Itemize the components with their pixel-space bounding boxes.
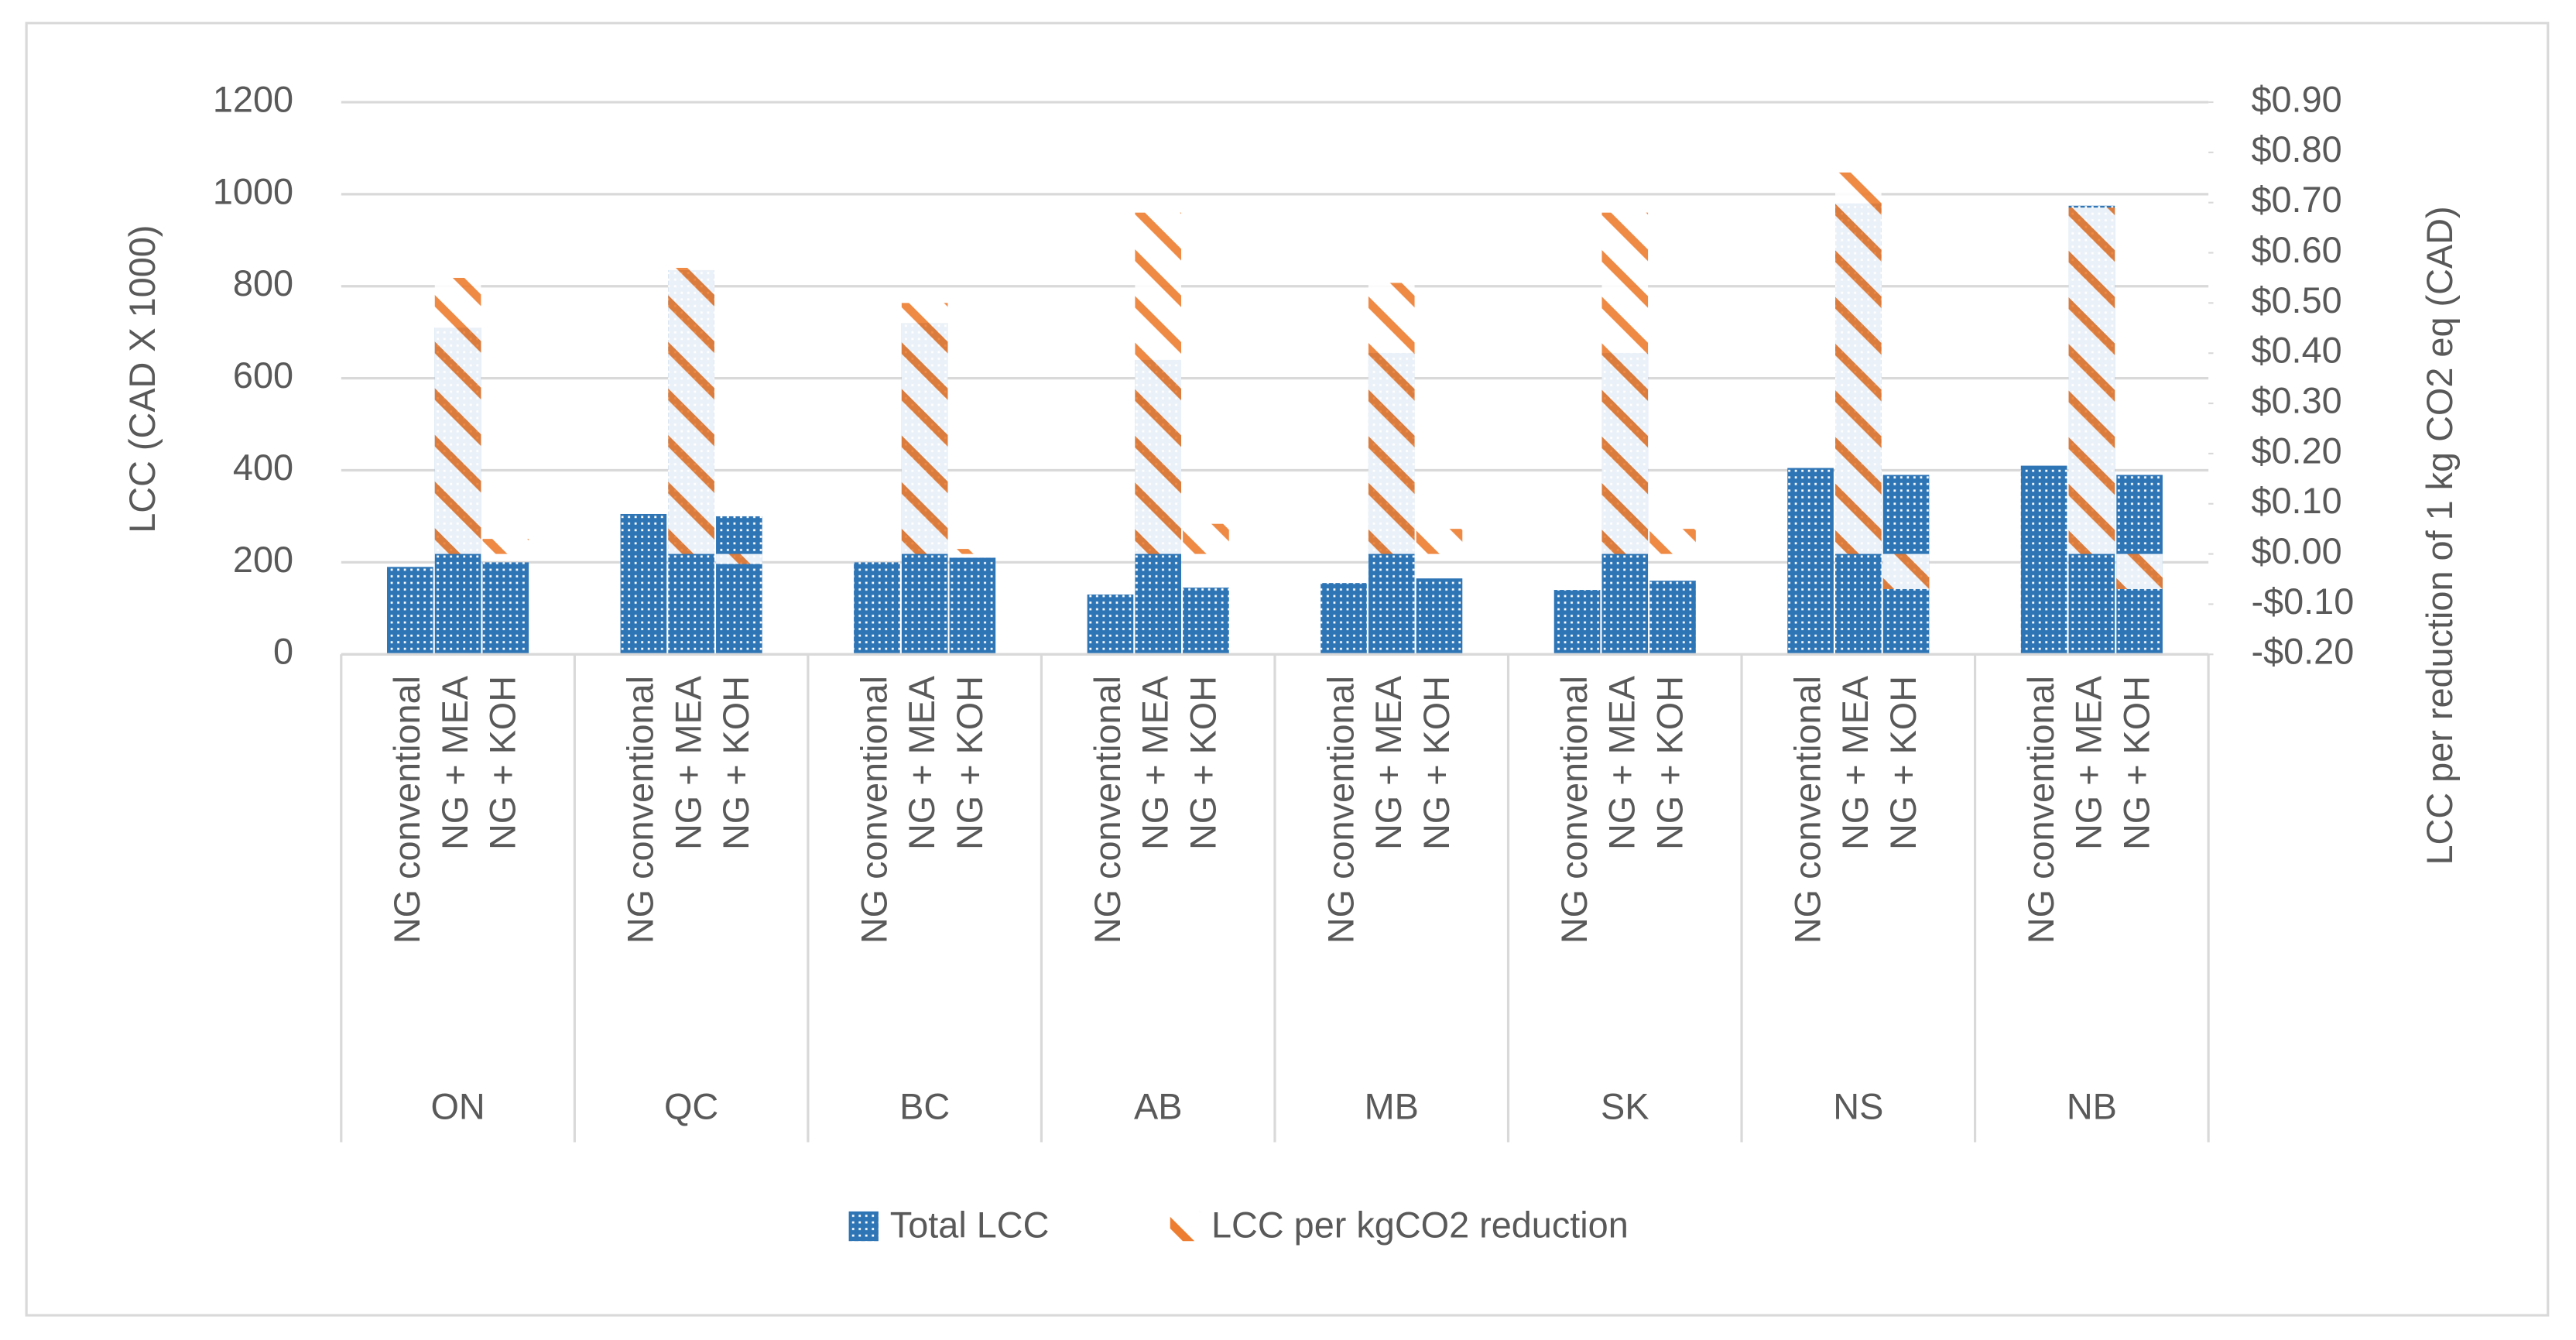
x-tick-label: NG conventional xyxy=(1787,676,1828,944)
y-tick-label: 0 xyxy=(273,632,293,672)
bar-y2 xyxy=(2116,553,2163,589)
group-label: ON xyxy=(430,1086,485,1126)
y-axis-label: LCC (CAD X 1000) xyxy=(122,225,163,533)
bar-y2 xyxy=(1416,529,1463,554)
x-tick-label: NG + KOH xyxy=(1416,676,1457,850)
x-tick-label: NG conventional xyxy=(387,676,427,944)
x-tick-label: NG conventional xyxy=(1088,676,1128,944)
y2-tick-label: $0.70 xyxy=(2251,180,2341,220)
x-tick-label: NG + MEA xyxy=(1136,675,1176,850)
y2-tick-label: $0.50 xyxy=(2251,280,2341,320)
x-tick-label: NG + KOH xyxy=(1883,676,1923,850)
y2-tick-label: -$0.10 xyxy=(2251,581,2354,622)
bar xyxy=(1087,595,1134,655)
bar-y2 xyxy=(1601,212,1649,554)
bar-y2 xyxy=(668,267,714,554)
y2-tick-label: $0.00 xyxy=(2251,531,2341,571)
group-label: MB xyxy=(1365,1086,1419,1126)
chart-border xyxy=(25,22,2550,1317)
bar-y2 xyxy=(1882,553,1930,589)
y-tick-label: 200 xyxy=(233,540,293,580)
group-label: SK xyxy=(1601,1086,1649,1126)
bar xyxy=(1321,583,1367,655)
bar xyxy=(1183,588,1229,655)
legend-swatch xyxy=(848,1211,879,1242)
bar-y2 xyxy=(1649,529,1696,554)
bar xyxy=(620,513,667,655)
group-label: BC xyxy=(899,1086,950,1126)
y-tick-label: 800 xyxy=(233,263,293,303)
bar-y2 xyxy=(1835,172,1882,554)
bar xyxy=(716,516,762,655)
legend-label: LCC per kgCO2 reduction xyxy=(1211,1205,1629,1246)
bar xyxy=(482,562,529,655)
bar-y2 xyxy=(716,553,762,564)
x-tick-label: NG + KOH xyxy=(1183,676,1223,850)
bar xyxy=(1649,581,1696,655)
x-tick-label: NG conventional xyxy=(621,676,661,944)
y2-tick-label: $0.80 xyxy=(2251,129,2341,170)
y2-tick-label: $0.90 xyxy=(2251,79,2341,119)
bar xyxy=(1416,578,1463,655)
bar xyxy=(1553,590,1601,655)
bar-y2 xyxy=(1368,283,1415,554)
x-tick-label: NG conventional xyxy=(854,676,894,944)
bar xyxy=(2020,465,2067,655)
bar-y2 xyxy=(901,303,948,554)
x-tick-label: NG + KOH xyxy=(1649,676,1690,850)
y2-tick-label: -$0.20 xyxy=(2251,632,2354,672)
y2-tick-label: $0.40 xyxy=(2251,331,2341,371)
x-tick-label: NG conventional xyxy=(1321,676,1361,944)
x-tick-label: NG + MEA xyxy=(1602,675,1643,850)
x-tick-label: NG conventional xyxy=(2021,676,2061,944)
bar-y2 xyxy=(434,277,481,554)
y-tick-label: 1200 xyxy=(213,79,293,119)
legend-label: Total LCC xyxy=(890,1205,1050,1246)
x-tick-label: NG + KOH xyxy=(716,676,756,850)
bar-y2 xyxy=(1183,523,1229,554)
bar-y2 xyxy=(2068,207,2115,554)
y-tick-label: 600 xyxy=(233,355,293,396)
x-tick-label: NG + MEA xyxy=(1368,675,1409,850)
bar xyxy=(949,557,996,655)
x-tick-label: NG + KOH xyxy=(950,676,990,850)
bar-y2 xyxy=(949,549,996,554)
x-tick-label: NG + MEA xyxy=(435,675,475,850)
x-tick-label: NG + KOH xyxy=(483,676,523,850)
y2-axis-label: LCC per reduction of 1 kg CO2 eq (CAD) xyxy=(2420,206,2460,865)
x-tick-label: NG + MEA xyxy=(902,675,942,850)
group-label: NB xyxy=(2067,1086,2117,1126)
legend-swatch xyxy=(1170,1211,1201,1242)
group-label: AB xyxy=(1134,1086,1182,1126)
x-tick-label: NG + KOH xyxy=(2116,676,2156,850)
y2-tick-label: $0.20 xyxy=(2251,430,2341,471)
y2-tick-label: $0.60 xyxy=(2251,230,2341,270)
x-tick-label: NG + MEA xyxy=(668,675,708,850)
x-tick-label: NG conventional xyxy=(1554,676,1595,944)
y2-tick-label: $0.30 xyxy=(2251,380,2341,420)
y2-tick-label: $0.10 xyxy=(2251,481,2341,521)
bar xyxy=(854,562,900,655)
bar-y2 xyxy=(1135,212,1182,554)
x-tick-label: NG + MEA xyxy=(1835,675,1875,850)
bar-y2 xyxy=(482,539,529,554)
bar xyxy=(387,567,433,655)
group-label: NS xyxy=(1833,1086,1883,1126)
y-tick-label: 400 xyxy=(233,447,293,488)
group-label: QC xyxy=(664,1086,718,1126)
x-tick-label: NG + MEA xyxy=(2069,675,2109,850)
bar xyxy=(1787,468,1834,655)
y-tick-label: 1000 xyxy=(213,171,293,211)
